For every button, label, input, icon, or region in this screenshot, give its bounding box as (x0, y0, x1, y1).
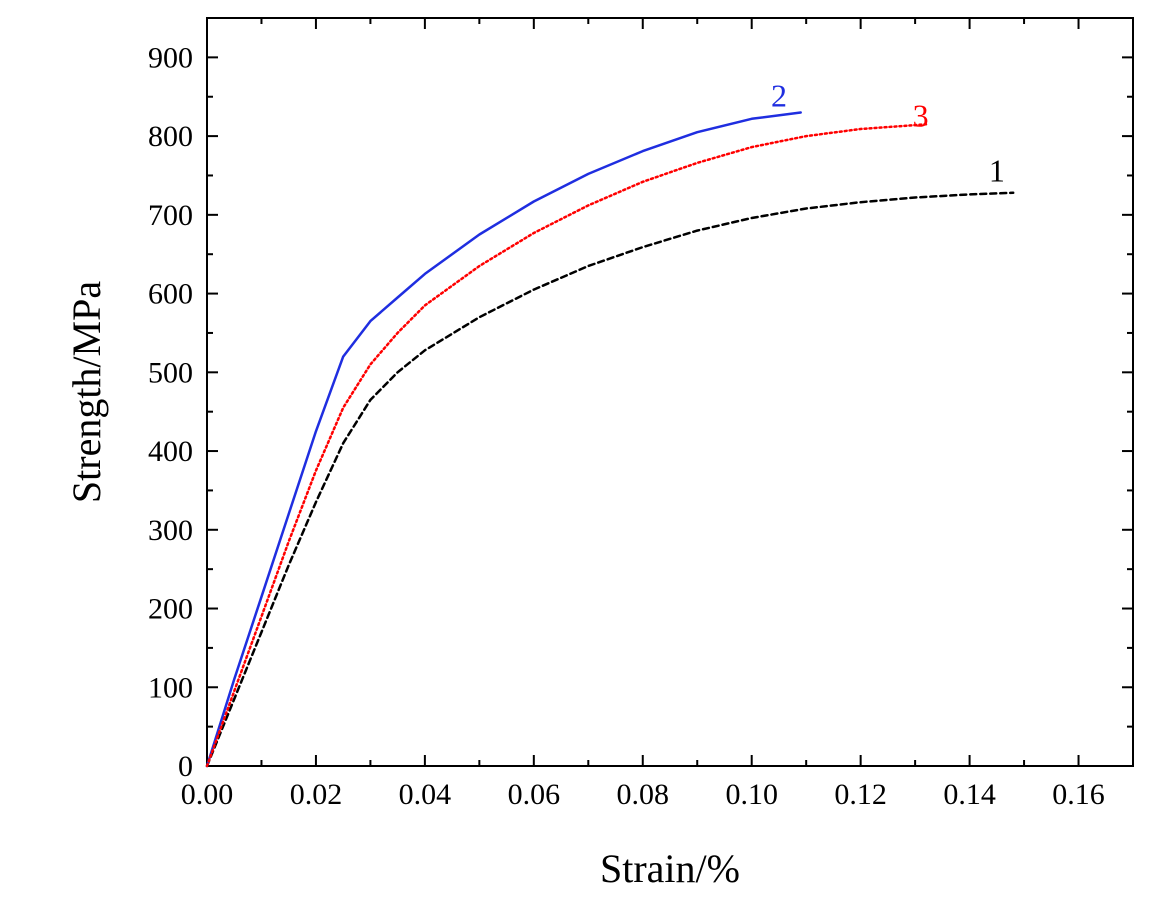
series-label-1: 1 (989, 153, 1005, 189)
series-lines (205, 111, 1015, 768)
x-tick-label: 0.12 (834, 778, 887, 811)
x-tick-label: 0.10 (725, 778, 778, 811)
x-tick-label: 0.04 (399, 778, 452, 811)
y-tick-label: 400 (148, 435, 193, 468)
y-tick-label: 700 (148, 199, 193, 232)
x-tick-label: 0.16 (1052, 778, 1105, 811)
x-tick-label: 0.14 (943, 778, 996, 811)
y-tick-label: 800 (148, 120, 193, 153)
x-tick-label: 0.02 (290, 778, 343, 811)
x-tick-label: 0.00 (181, 778, 234, 811)
y-tick-label: 600 (148, 278, 193, 311)
series-label-3: 3 (913, 97, 929, 133)
series-line-3 (205, 123, 928, 768)
series-line-2 (205, 111, 802, 768)
series-label-2: 2 (771, 78, 787, 114)
y-tick-label: 200 (148, 593, 193, 626)
y-tick-label: 0 (178, 750, 193, 783)
y-tick-label: 300 (148, 514, 193, 547)
plot-frame (206, 17, 1134, 767)
axis-ticks (206, 18, 1133, 767)
y-axis-title: Strength/MPa (64, 281, 109, 503)
x-tick-label: 0.08 (617, 778, 670, 811)
y-tick-label: 900 (148, 41, 193, 74)
x-tick-label: 0.06 (508, 778, 561, 811)
series-labels: 1 2 3 (771, 78, 1005, 189)
y-tick-label: 500 (148, 356, 193, 389)
series-line-1 (205, 191, 1015, 768)
axis-tick-labels: 0.00 0.02 0.04 0.06 0.08 0.10 0.12 0.14 0.16 0 100… (148, 41, 1105, 811)
y-tick-label: 100 (148, 671, 193, 704)
x-axis-title: Strain/% (600, 846, 740, 891)
